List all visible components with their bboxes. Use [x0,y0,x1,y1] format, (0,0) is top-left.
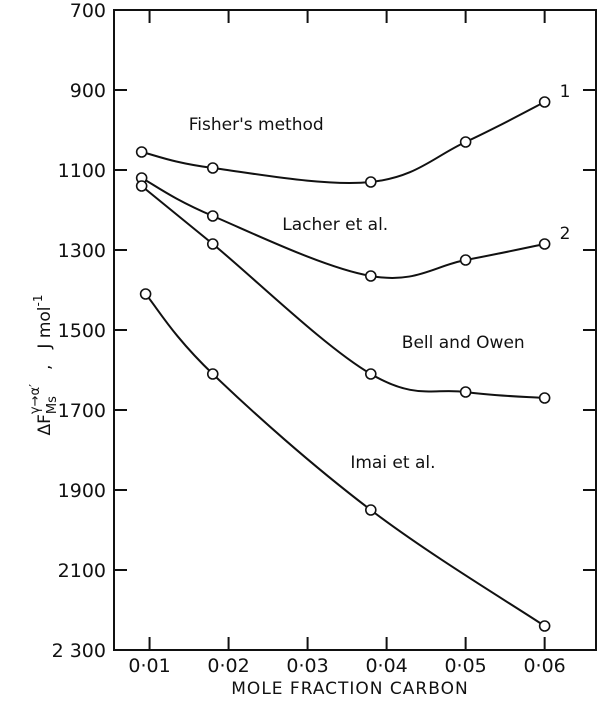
x-tick-label: 0·04 [365,655,407,677]
y-tick-label: 2 300 [52,640,106,662]
series-line-imai-et-al [144,293,546,627]
series-end-label: 2 [560,224,571,244]
data-point-fisher-s-method [206,162,219,174]
y-tick-label: 900 [70,80,106,102]
y-axis-title-unit-exponent: -1 [31,294,45,306]
y-tick-label: 1900 [58,480,106,502]
y-tick-label: 1100 [58,160,106,182]
y-tick-label: 700 [70,0,106,22]
x-tick-label: 0·02 [207,655,249,677]
y-tick-label: 1500 [58,320,106,342]
y-tick-label: 1700 [58,400,106,422]
data-point-bell-and-owen [538,392,551,404]
data-point-bell-and-owen [135,180,148,192]
y-axis-title-subscript: Ms [45,396,60,414]
data-point-bell-and-owen [365,368,377,380]
chart-labels: Fisher's method 1 Lacher et al. 2 Bell and O… [189,82,571,473]
data-point-lacher-et-al [459,254,472,266]
data-point-bell-and-owen [459,386,472,398]
series-markers [135,96,551,632]
series-end-label: 1 [560,82,571,102]
y-axis-title-unit: J mol [35,306,55,349]
plot-border [113,9,597,651]
y-axis-title-superscript: γ→α′ [28,384,43,414]
data-point-imai-et-al [139,288,152,300]
data-point-imai-et-al [206,368,219,380]
data-point-imai-et-al [538,620,551,632]
series-label-imai-et-al: Imai et al. [350,453,435,473]
data-point-lacher-et-al [365,270,377,282]
data-point-lacher-et-al [538,238,551,250]
x-tick-label: 0·05 [444,655,486,677]
x-tick-label: 0·06 [523,655,565,677]
plot-frame [113,9,597,651]
data-point-fisher-s-method [365,176,377,188]
series-label-fisher-s-method: Fisher's method [189,115,324,135]
y-tick-label: 1300 [58,240,106,262]
series-line-bell-and-owen [141,185,545,399]
x-tick-label: 0·03 [286,655,328,677]
data-point-fisher-s-method [135,146,148,158]
data-point-lacher-et-al [206,210,219,222]
data-point-imai-et-al [365,504,377,516]
series-label-lacher-et-al: Lacher et al. [282,215,388,235]
series-line-lacher-et-al [141,177,545,279]
y-axis-title-separator: , [35,365,55,370]
series-curves [141,101,546,627]
y-tick-label: 2100 [58,560,106,582]
series-label-bell-and-owen: Bell and Owen [402,333,525,353]
axis-ticks: 700 900 1100 1300 1500 1700 1900 2100 2 300 0·01 0… [52,0,596,677]
x-axis-title: MOLE FRACTION CARBON [231,679,468,699]
y-axis-title: ΔFMsγ→α′, J mol-1 [28,294,60,435]
svg-text:ΔFMsγ→α′,J mol-1: ΔFMsγ→α′, J mol-1 [28,294,60,435]
x-tick-label: 0·01 [128,655,170,677]
data-point-fisher-s-method [459,136,472,148]
data-point-bell-and-owen [206,238,219,250]
y-axis-title-delta: ΔF [35,414,55,435]
data-point-fisher-s-method [538,96,551,108]
